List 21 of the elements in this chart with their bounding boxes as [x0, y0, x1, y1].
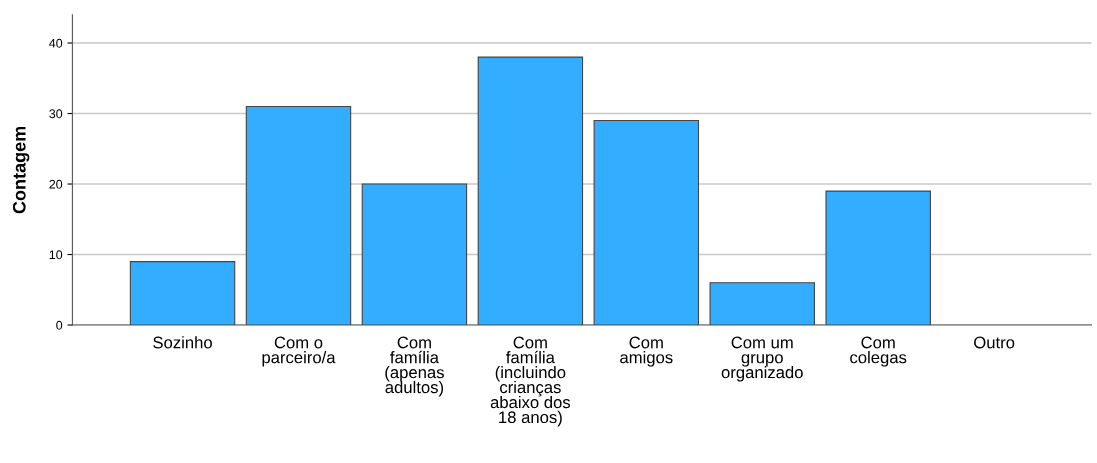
bar — [825, 190, 931, 326]
x-tick-label: Com um grupo organizado — [721, 336, 803, 382]
x-tick-label: Com colegas — [850, 336, 907, 367]
y-tick-label: 20 — [49, 179, 63, 189]
bar — [477, 56, 584, 326]
y-tick-label: 30 — [49, 109, 63, 119]
x-tick-label: Sozinho — [153, 336, 212, 349]
x-tick-label: Com família (incluindo crianças abaixo dos 18 anos) — [490, 336, 571, 427]
x-tick-label: Com amigos — [620, 336, 673, 367]
y-tick-label: 10 — [49, 250, 63, 260]
x-tick-label: Outro — [974, 336, 1015, 349]
y-axis-title: Contagem — [12, 126, 30, 214]
bar — [245, 105, 352, 326]
x-tick-label: Com família (apenas adultos) — [385, 336, 444, 397]
bar — [361, 183, 468, 326]
bar — [129, 261, 236, 326]
x-tick-label: Com o parceiro/a — [262, 336, 336, 367]
bar — [709, 282, 815, 326]
y-tick-label: 0 — [56, 320, 63, 330]
y-tick-label: 40 — [49, 38, 63, 48]
bar — [593, 120, 700, 326]
